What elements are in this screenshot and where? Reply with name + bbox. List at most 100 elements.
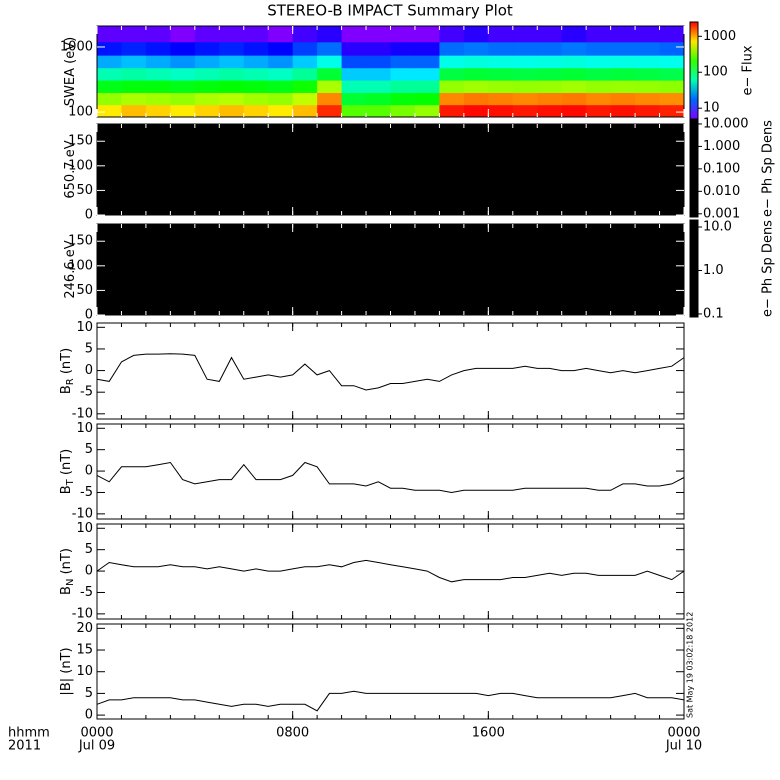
heatmap-cell [317,92,343,106]
heatmap-cell [292,55,318,69]
heatmap-cell [121,104,147,118]
heatmap-cell [121,67,147,81]
heatmap-cell [121,92,147,106]
heatmap-cell [268,41,294,56]
y-axis-label-main: B [59,485,74,494]
y-tick-label: 20 [76,621,93,636]
heatmap-cell [268,104,294,118]
x-axis-label: hhmm [8,726,50,741]
heatmap-cell [170,55,196,69]
heatmap-cell [537,104,563,118]
heatmap-cell [341,55,367,69]
heatmap-cell [341,41,367,56]
colorbar-tick-label: 0.100 [703,161,740,176]
colorbar [689,219,699,318]
data-line [96,353,685,391]
heatmap-cell [586,55,612,69]
heatmap-cell [537,80,563,93]
y-tick-label: 10 [76,521,93,536]
heatmap-cell [97,67,122,81]
heatmap-cell [488,41,514,56]
colorbar-tick-label: 10.000 [703,116,749,131]
colorbar-tick-label: 1.0 [703,263,724,278]
heatmap-cell [512,41,538,56]
panel-background [97,224,684,315]
heatmap-cell [194,92,220,106]
heatmap-cell [317,104,343,118]
heatmap-cell [659,55,685,69]
heatmap-cell [586,92,612,106]
heatmap-cell [292,104,318,118]
heatmap-cell [488,80,514,93]
heatmap-cell [219,80,245,93]
heatmap-cell [659,41,685,56]
heatmap-cell [635,41,661,56]
heatmap-cell [488,104,514,118]
colorbar [689,21,699,120]
heatmap-cell [610,80,636,93]
heatmap-cell [488,55,514,69]
heatmap-cell [659,92,685,106]
heatmap-cell [268,26,294,43]
heatmap-cell [463,80,489,93]
x-date-label: Jul 09 [78,739,115,754]
y-axis-label-main: B [59,385,74,394]
y-axis-label-unit: (nT) [59,548,74,578]
heatmap-cell [366,67,391,81]
y-tick-label: 0 [85,564,93,579]
y-tick-label: -10 [72,406,93,421]
y-axis-label-main: |B| (nT) [59,647,74,695]
colorbar-label: e− Ph Sp Dens [761,220,776,317]
y-tick-label: 5 [85,686,93,701]
heatmap-cell [463,92,489,106]
heatmap-cell [366,55,391,69]
heatmap-cell [635,26,661,43]
y-axis-label: BR (nT) [59,348,77,394]
heatmap-cell [170,26,196,43]
colorbar-tick-label: 0.010 [703,184,740,199]
heatmap-cell [635,67,661,81]
y-tick-label: 10 [76,664,93,679]
heatmap-cell [366,92,391,106]
heatmap-cell [341,26,367,43]
colorbar-label: e− Ph Sp Dens [761,120,776,217]
heatmap-cell [439,41,465,56]
y-tick-label: -5 [80,585,93,600]
heatmap-cell [488,26,514,43]
heatmap-cell [390,55,416,69]
heatmap-cell [194,55,220,69]
heatmap-cell [439,80,465,93]
heatmap-cell [97,104,122,118]
heatmap-cell [635,80,661,93]
y-tick-label: 5 [85,542,93,557]
heatmap-cell [121,41,147,56]
y-tick-label: 150 [68,134,93,149]
heatmap-cell [463,26,489,43]
heatmap-cell [414,67,440,81]
heatmap-cell [610,92,636,106]
heatmap-cell [439,92,465,106]
heatmap-cell [561,26,587,43]
heatmap-cell [390,26,416,43]
y-tick-label: 5 [85,442,93,457]
heatmap-cell [537,92,563,106]
y-tick-label: 100 [68,158,93,173]
y-tick-label: -10 [72,606,93,621]
heatmap-cell [219,55,245,69]
heatmap-cell [537,67,563,81]
y-axis-label-sub: R [65,378,76,385]
heatmap-cell [268,55,294,69]
heatmap-cell [586,80,612,93]
heatmap-cell [414,92,440,106]
x-tick-label: 1600 [472,726,505,741]
heatmap-cell [463,55,489,69]
y-axis-label: |B| (nT) [59,647,74,695]
heatmap-cell [561,80,587,93]
y-axis-label-main: 650.7 eV [63,140,78,198]
heatmap-cell [439,67,465,81]
heatmap-cell [439,104,465,118]
heatmap-cell [170,67,196,81]
heatmap-cell [537,55,563,69]
heatmap-cell [121,80,147,93]
heatmap-cell [243,41,269,56]
